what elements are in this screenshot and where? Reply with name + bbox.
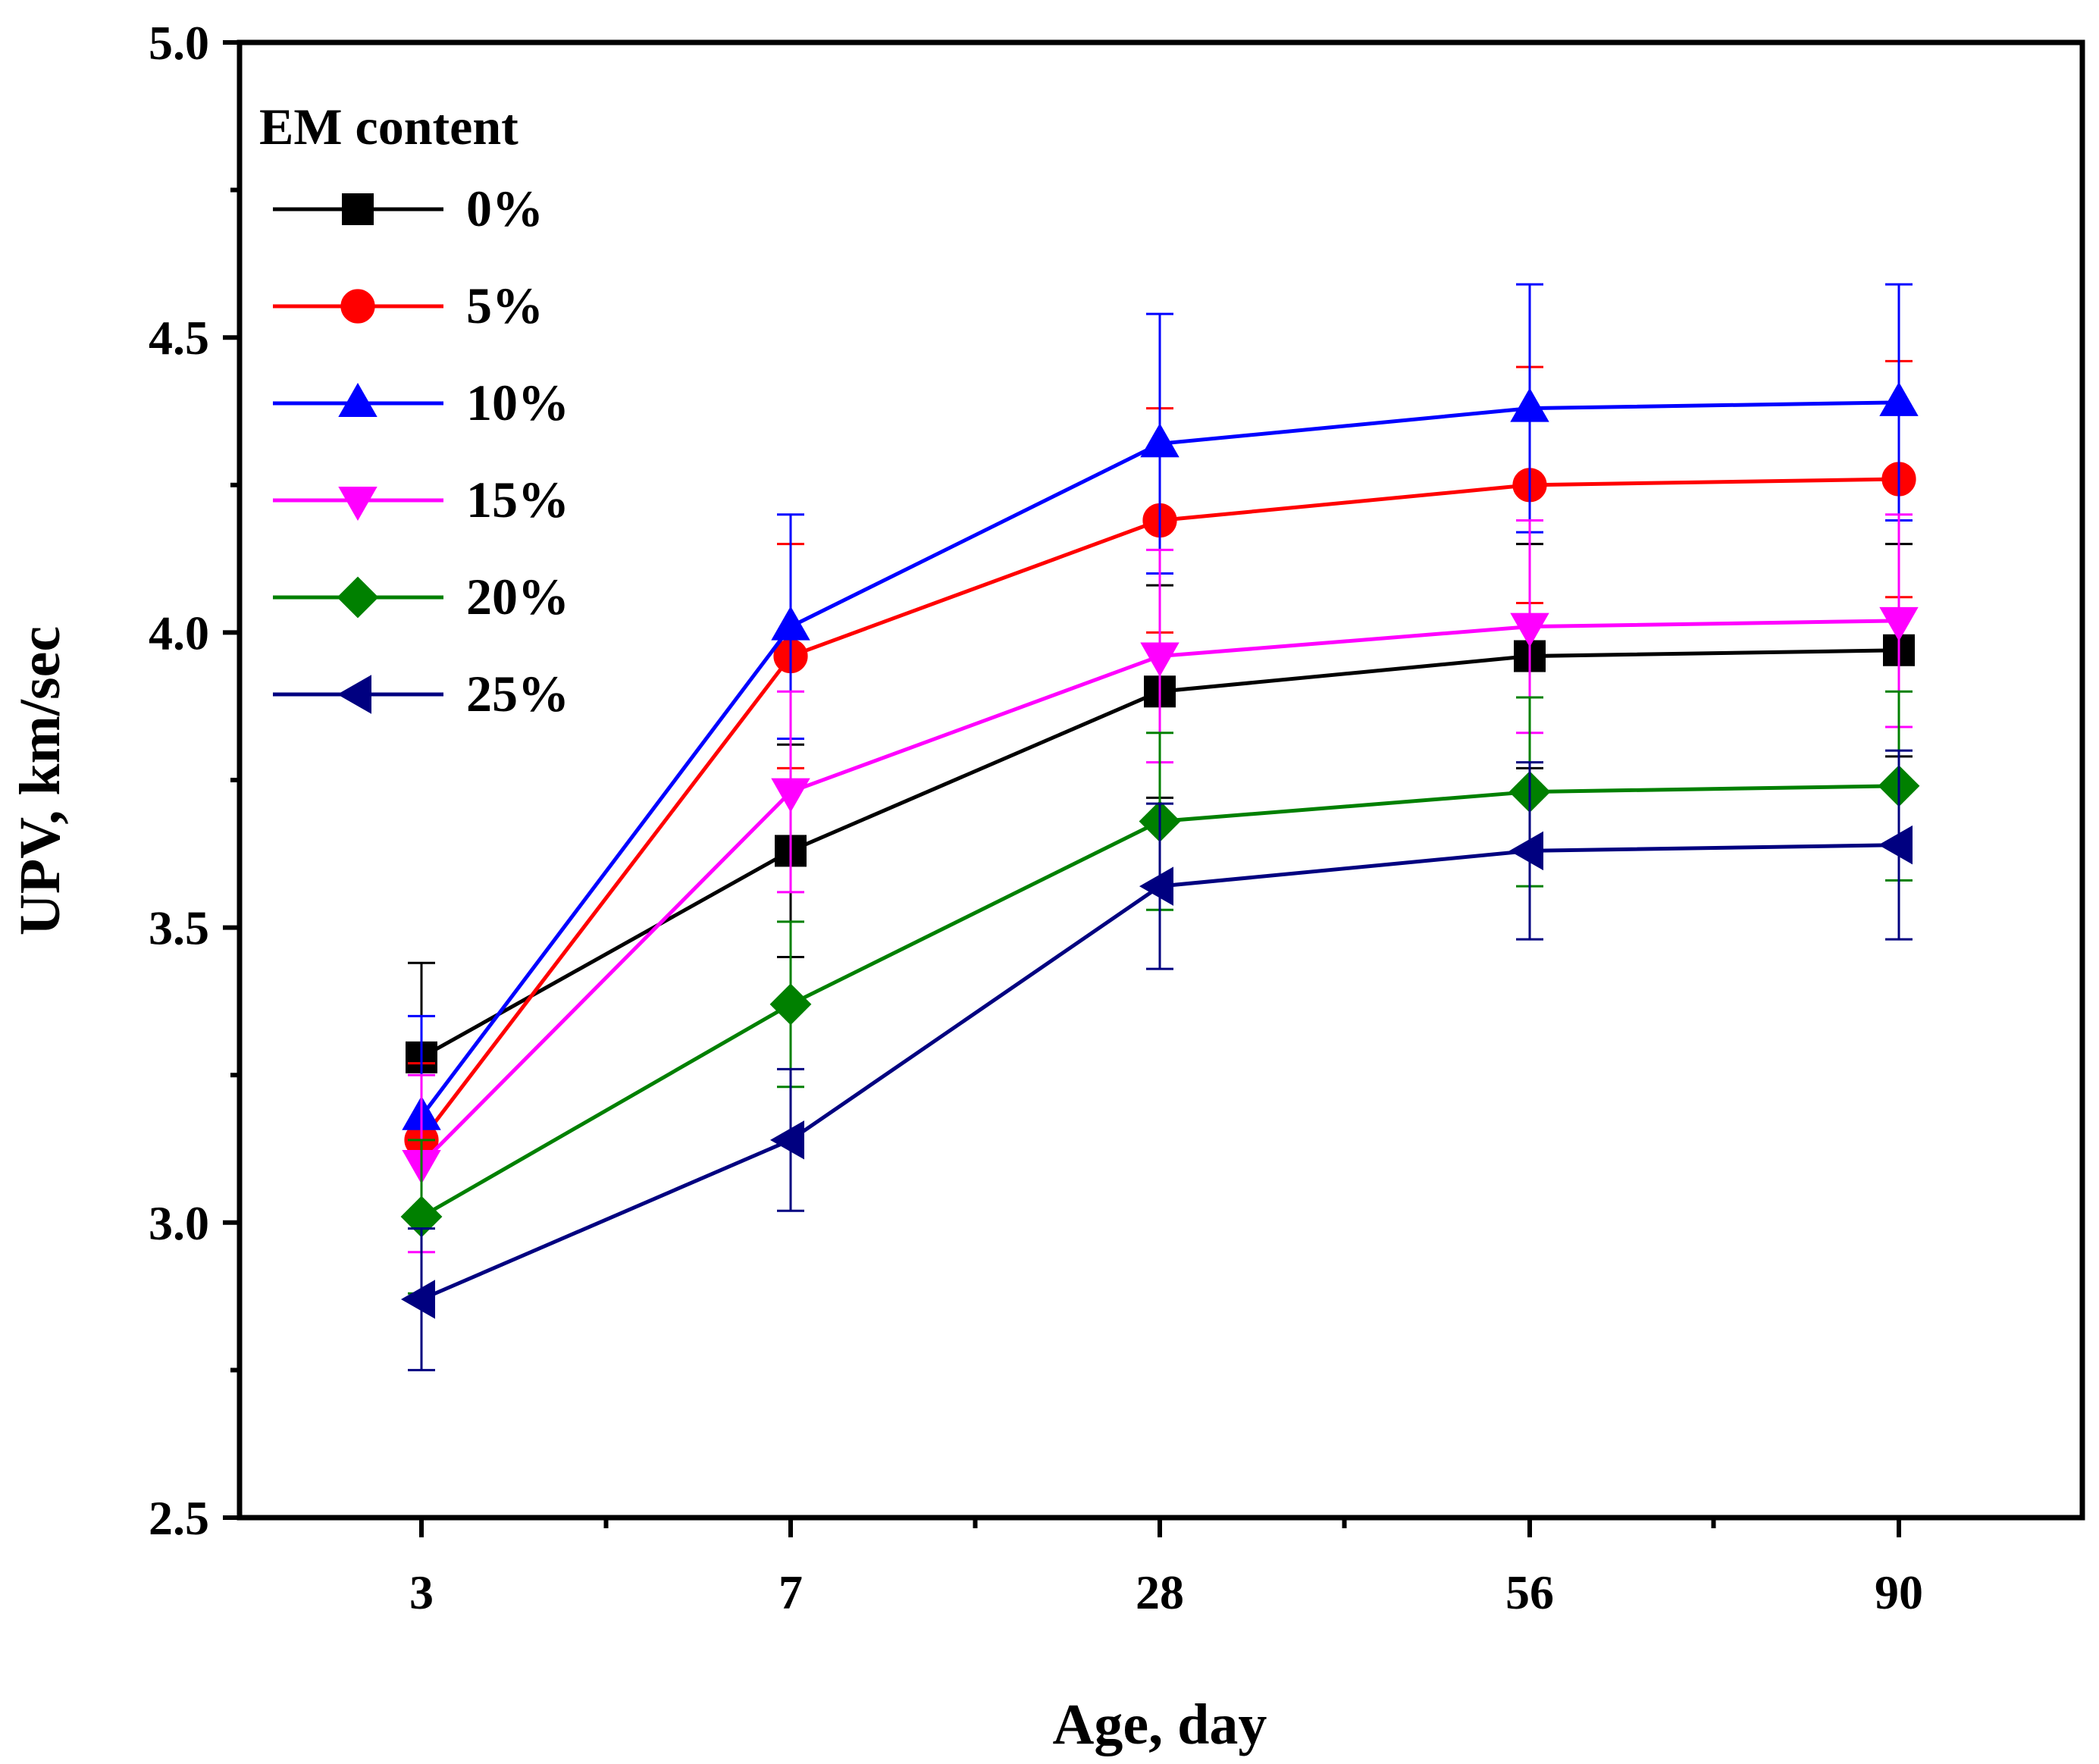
data-point-triangle-left	[1139, 866, 1173, 906]
data-point-triangle-left	[769, 1120, 804, 1160]
legend-label: 20%	[466, 568, 569, 625]
data-point-triangle-up	[1140, 423, 1180, 458]
data-point-triangle-left	[400, 1280, 435, 1319]
series-layer	[400, 283, 1920, 1371]
legend-entry: 15%	[273, 471, 569, 528]
y-tick-label: 5.0	[149, 16, 209, 70]
legend-marker-triangle-left	[337, 675, 371, 714]
series-20pct	[400, 690, 1920, 1295]
data-point-triangle-down	[1140, 642, 1180, 677]
y-axis-title: UPV, km/sec	[8, 626, 72, 935]
legend-label: 10%	[466, 374, 569, 431]
data-point-triangle-down	[1879, 606, 1919, 641]
data-point-triangle-up	[1510, 387, 1549, 422]
legend-marker-triangle-up	[338, 382, 378, 417]
data-point-triangle-up	[1879, 381, 1919, 416]
x-tick-label: 56	[1505, 1565, 1554, 1619]
legend-label: 25%	[466, 665, 569, 722]
legend-entry: 20%	[273, 568, 569, 625]
legend: EM content 0% 5% 10% 15% 20% 25%	[259, 98, 569, 722]
y-tick-label: 3.0	[149, 1196, 209, 1250]
series-15pct	[402, 513, 1919, 1254]
legend-entry: 5%	[273, 277, 544, 334]
legend-marker-circle	[340, 289, 375, 324]
data-point-triangle-left	[1878, 825, 1913, 865]
x-axis-title: Age, day	[1053, 1693, 1267, 1756]
data-point-triangle-left	[1508, 831, 1543, 871]
legend-entry: 10%	[273, 374, 569, 431]
x-tick-label: 28	[1136, 1565, 1184, 1619]
legend-marker-square	[342, 193, 374, 225]
legend-marker-triangle-down	[338, 487, 378, 522]
y-tick-label: 2.5	[149, 1491, 209, 1545]
legend-label: 15%	[466, 471, 569, 528]
x-tick-label: 90	[1875, 1565, 1923, 1619]
data-point-diamond	[769, 983, 812, 1026]
legend-entry: 25%	[273, 665, 569, 722]
x-axis-ticks: 3 7 28 56 90	[409, 1518, 1923, 1619]
legend-marker-diamond	[337, 576, 379, 619]
data-point-triangle-up	[771, 606, 810, 641]
legend-entry: 0%	[273, 180, 544, 237]
legend-label: 5%	[466, 277, 544, 334]
y-tick-label: 3.5	[149, 901, 209, 955]
legend-title: EM content	[259, 98, 518, 155]
x-tick-label: 7	[779, 1565, 803, 1619]
series-10pct	[402, 283, 1919, 1218]
x-tick-label: 3	[409, 1565, 434, 1619]
data-point-triangle-down	[1510, 613, 1549, 647]
y-tick-label: 4.0	[149, 606, 209, 660]
legend-label: 0%	[466, 180, 544, 237]
y-tick-label: 4.5	[149, 311, 209, 365]
series-25pct	[400, 749, 1913, 1371]
y-axis-ticks: 2.5 3.0 3.5 4.0 4.5 5.0	[149, 16, 240, 1545]
data-point-triangle-down	[771, 778, 810, 813]
